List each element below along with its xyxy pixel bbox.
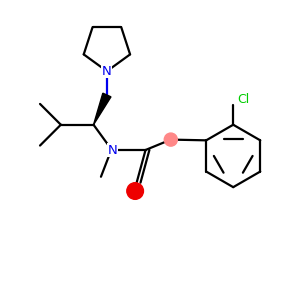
Text: O: O xyxy=(131,186,140,196)
Text: N: N xyxy=(102,65,112,78)
Text: Cl: Cl xyxy=(238,93,250,106)
Text: N: N xyxy=(108,143,118,157)
Circle shape xyxy=(127,183,143,199)
Circle shape xyxy=(164,133,177,146)
Polygon shape xyxy=(94,93,111,125)
